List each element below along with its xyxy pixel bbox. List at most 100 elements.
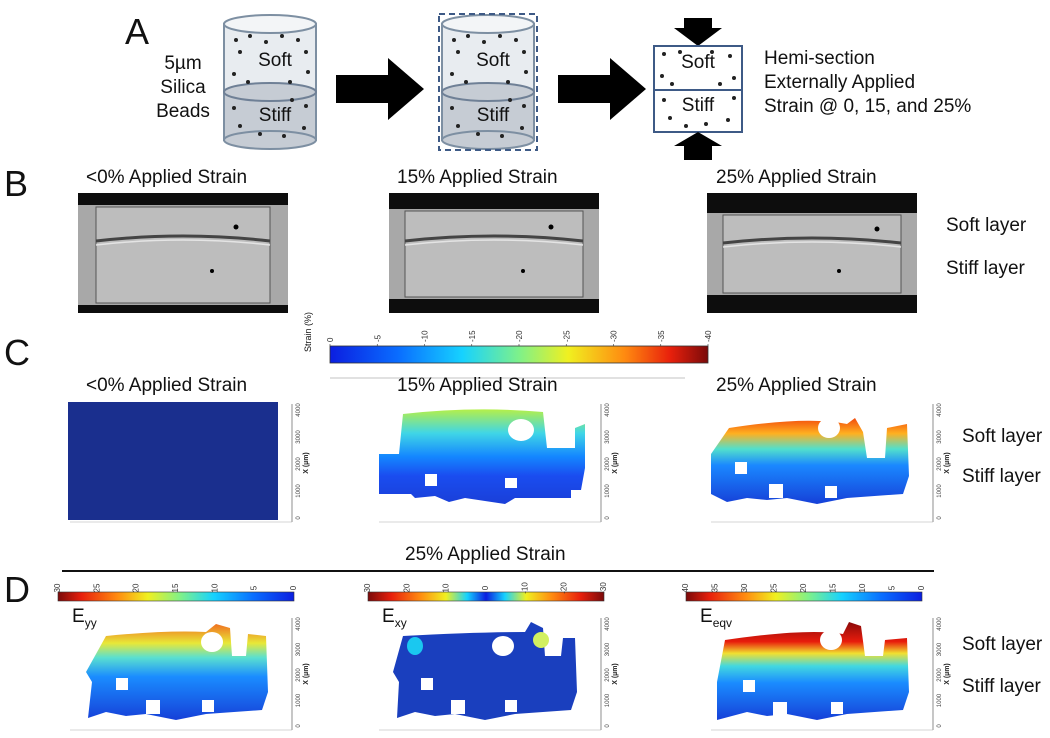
panel-letter-a: A (125, 11, 150, 52)
colorbar-strain-tick: -20 (515, 330, 524, 342)
map-axis-tick: 4000 (605, 617, 611, 631)
block-stiff-label: Stiff (681, 95, 715, 116)
d-section-rule (62, 570, 934, 572)
b-stiff-layer-label: Stiff layer (946, 258, 1025, 279)
colorbar-d-tick: 40 (681, 583, 690, 592)
cylinder2-soft-label: Soft (476, 50, 510, 71)
exy-symbol: E (382, 606, 395, 627)
axis: 0 1000 2000 3000 4000 X (µm) (70, 403, 310, 523)
hemi-section-block (653, 18, 743, 160)
colorbar-strain-tick: -35 (657, 330, 666, 342)
map-axis-tick: 0 (605, 724, 611, 728)
compression-arrow-bottom-icon (674, 132, 722, 160)
map-axis-tick: 4000 (296, 403, 302, 417)
map-axis-tick: 2000 (937, 457, 943, 471)
beads-label-line1: 5µm (164, 53, 202, 74)
colorbar-strain: 0 -5 -10 -15 -20 -25 -30 -35 -40 (326, 330, 713, 379)
strain-map-0: 0 1000 2000 3000 4000 X (µm) (68, 402, 310, 523)
colorbar-strain-tick: -15 (468, 330, 477, 342)
c-stiff-layer-label: Stiff layer (962, 466, 1041, 487)
cylinder-sectioned (438, 13, 538, 151)
strain-map-eyy: 0 1000 2000 3000 4000 X (µm) (70, 617, 310, 731)
arrow-right-icon (336, 58, 424, 120)
map-axis-label: X (µm) (303, 452, 310, 474)
colorbar-strain-tick: -25 (562, 330, 571, 342)
eyy-symbol: E (72, 606, 85, 627)
d-soft-layer-label: Soft layer (962, 634, 1043, 655)
cylinder1-soft-label: Soft (258, 50, 292, 71)
map-axis-label: X (µm) (944, 663, 951, 685)
map-axis-tick: 0 (296, 724, 302, 728)
d-stiff-layer-label: Stiff layer (962, 676, 1041, 697)
colorbar-d-tick: 10 (210, 583, 219, 592)
colorbar-d-tick: 15 (829, 583, 838, 592)
micrograph-0-strain (78, 193, 288, 313)
colorbar-strain-tick: 0 (326, 337, 335, 342)
map-axis-tick: 4000 (605, 403, 611, 417)
map-axis-label: X (µm) (612, 452, 619, 474)
colorbar-d-tick: -10 (520, 582, 529, 594)
d-label-eyy: Eyy (72, 606, 97, 630)
colorbar-d-tick: -20 (560, 582, 569, 594)
compression-arrow-top-icon (674, 18, 722, 46)
c-condition-15-title: 15% Applied Strain (397, 375, 558, 396)
map-axis-tick: 0 (937, 516, 943, 520)
map-axis-tick: 2000 (296, 457, 302, 471)
map-axis-tick: 2000 (296, 668, 302, 682)
map-axis-tick: 1000 (605, 484, 611, 498)
exy-subscript: xy (394, 615, 407, 630)
strain-map-eeqv: 0 1000 2000 3000 4000 X (µm) (711, 617, 951, 731)
b-condition-25-title: 25% Applied Strain (716, 167, 877, 188)
map-axis-tick: 4000 (937, 403, 943, 417)
colorbar-d-tick: 0 (289, 585, 298, 590)
description-line3: Strain @ 0, 15, and 25% (764, 96, 972, 117)
colorbar-d-tick: 20 (799, 583, 808, 592)
colorbar-d-tick: -30 (599, 582, 608, 594)
beads-label-line2: Silica (160, 77, 206, 98)
colorbar-strain-title: Strain (%) (303, 311, 313, 352)
b-condition-0-title: <0% Applied Strain (86, 167, 248, 188)
colorbar-d-tick: 20 (132, 583, 141, 592)
map-axis-label: X (µm) (944, 452, 951, 474)
b-soft-layer-label: Soft layer (946, 215, 1027, 236)
colorbar-strain-tick: -30 (610, 330, 619, 342)
map-axis-tick: 3000 (937, 642, 943, 656)
panel-letter-d: D (4, 569, 30, 610)
colorbar-d-tick: 30 (740, 583, 749, 592)
map-axis-tick: 3000 (605, 642, 611, 656)
eyy-subscript: yy (84, 615, 97, 630)
hemi-section-description: Hemi-section Externally Applied Strain @… (764, 47, 971, 119)
colorbar-d-tick: 0 (917, 585, 926, 590)
micrograph-25-strain (707, 193, 917, 313)
eeqv-subscript: eqv (712, 615, 733, 630)
description-line2: Externally Applied (764, 72, 916, 93)
colorbar-strain-tick: -10 (421, 330, 430, 342)
d-section-title: 25% Applied Strain (405, 544, 566, 565)
d-label-eeqv: Eeqv (700, 606, 732, 630)
map-axis-tick: 1000 (937, 484, 943, 498)
map-axis-tick: 3000 (296, 430, 302, 444)
colorbar-d-tick: 30 (53, 583, 62, 592)
c-soft-layer-label: Soft layer (962, 426, 1043, 447)
strain-map-15: 0 1000 2000 3000 4000 X (µm) (379, 403, 619, 523)
eeqv-symbol: E (700, 606, 713, 627)
map-axis-tick: 4000 (296, 617, 302, 631)
d-label-exy: Exy (382, 606, 407, 630)
block-soft-label: Soft (681, 52, 715, 73)
colorbar-d-tick: 5 (250, 585, 259, 590)
colorbar-eeqv: 40 35 30 25 20 15 10 5 0 (681, 583, 926, 602)
map-axis-tick: 4000 (937, 617, 943, 631)
map-axis-tick: 3000 (605, 430, 611, 444)
colorbar-strain-tick: -5 (373, 334, 382, 342)
cylinder2-stiff-label: Stiff (476, 105, 510, 126)
colorbar-d-tick: 10 (442, 583, 451, 592)
colorbar-d-tick: 0 (481, 585, 490, 590)
map-axis-tick: 1000 (296, 484, 302, 498)
colorbar-d-tick: 15 (171, 583, 180, 592)
colorbar-strain-tick: -40 (704, 330, 713, 342)
map-axis-tick: 0 (605, 516, 611, 520)
panel-letter-c: C (4, 332, 30, 373)
colorbar-d-tick: 25 (770, 583, 779, 592)
map-axis-label: X (µm) (303, 663, 310, 685)
map-axis-tick: 2000 (605, 457, 611, 471)
